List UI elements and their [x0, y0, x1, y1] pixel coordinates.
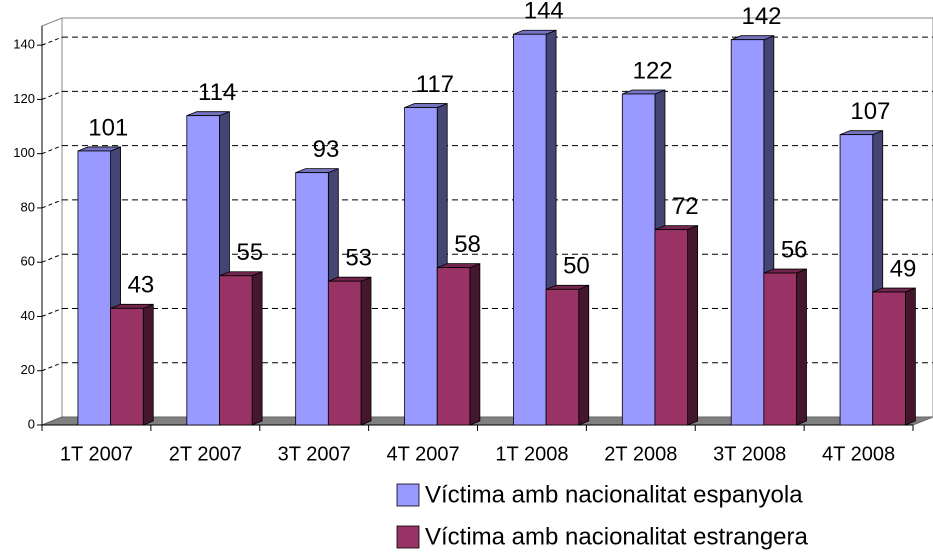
bar-side — [904, 287, 916, 426]
value-label: 55 — [236, 239, 263, 266]
value-label: 53 — [345, 245, 372, 272]
bar — [327, 280, 362, 426]
grid-line-side — [41, 145, 63, 155]
y-tick-label: 0 — [28, 416, 35, 431]
bar — [77, 150, 111, 426]
legend-swatch — [396, 525, 420, 549]
grid-line-side — [41, 253, 63, 263]
bar-side — [578, 284, 590, 426]
bar — [872, 291, 906, 426]
x-tick-label: 4T 2007 — [387, 443, 460, 465]
y-tick-label: 140 — [13, 37, 35, 52]
bar-group — [110, 303, 154, 426]
value-label: 114 — [198, 79, 236, 106]
bar — [404, 107, 438, 426]
x-tick-label: 1T 2007 — [60, 443, 133, 465]
value-label: 72 — [672, 193, 699, 220]
bar — [436, 267, 471, 426]
bar-group — [219, 271, 263, 426]
bar — [654, 229, 689, 426]
bar-group — [730, 35, 775, 426]
bar — [186, 115, 220, 426]
bar — [219, 275, 253, 426]
bar — [295, 172, 329, 426]
legend-swatch — [396, 483, 420, 507]
bar-group — [327, 276, 372, 426]
x-tick-label: 3T 2007 — [278, 443, 351, 465]
value-label: 50 — [563, 253, 590, 280]
bar — [763, 272, 797, 426]
value-label: 117 — [416, 71, 454, 98]
legend-label: Víctima amb nacionalitat espanyola — [425, 481, 803, 508]
value-label: 58 — [454, 231, 481, 258]
value-label: 101 — [88, 114, 128, 141]
grid-line-side — [41, 36, 63, 46]
bar-side — [360, 276, 372, 426]
y-tick-label: 60 — [21, 254, 35, 269]
bar — [730, 39, 765, 426]
bar-group — [436, 263, 481, 426]
x-tick-label: 3T 2008 — [713, 443, 786, 465]
bar-side — [251, 271, 263, 426]
value-label: 49 — [890, 255, 917, 282]
bar — [110, 307, 144, 426]
bar-group — [839, 130, 884, 426]
x-tick-label: 2T 2008 — [604, 443, 677, 465]
y-tick-label: 100 — [13, 145, 35, 160]
bar — [621, 93, 656, 426]
y-tick-label: 80 — [21, 199, 35, 214]
grid-line-side — [41, 199, 63, 209]
bar-side — [796, 268, 807, 426]
value-label: 142 — [741, 3, 781, 30]
value-label: 144 — [524, 0, 564, 25]
bar-group — [654, 225, 699, 426]
x-tick-label: 1T 2008 — [495, 443, 568, 465]
bar — [545, 288, 580, 426]
bar-group — [763, 268, 807, 426]
value-label: 43 — [128, 272, 155, 299]
value-label: 56 — [781, 236, 808, 263]
bar-side — [687, 225, 699, 426]
bar-side — [142, 303, 154, 426]
x-tick-label: 2T 2007 — [169, 443, 242, 465]
grid-line-side — [41, 362, 63, 372]
grid-line-side — [41, 90, 63, 100]
side-wall — [41, 17, 63, 426]
bar-side — [469, 263, 481, 426]
bar-group — [872, 287, 916, 426]
bar-group — [186, 111, 230, 426]
value-label: 93 — [313, 136, 340, 163]
value-label: 107 — [850, 98, 890, 125]
bar-group — [404, 102, 448, 426]
legend-label: Víctima amb nacionalitat estrangera — [425, 523, 809, 550]
bar — [839, 134, 874, 426]
y-tick-label: 20 — [21, 362, 35, 377]
bar — [513, 33, 547, 426]
y-tick-label: 40 — [21, 308, 35, 323]
value-label: 122 — [633, 57, 673, 84]
grid-line-side — [41, 308, 63, 317]
bar-group — [545, 284, 590, 426]
x-tick-label: 4T 2008 — [822, 443, 895, 465]
y-tick-label: 120 — [13, 91, 35, 106]
